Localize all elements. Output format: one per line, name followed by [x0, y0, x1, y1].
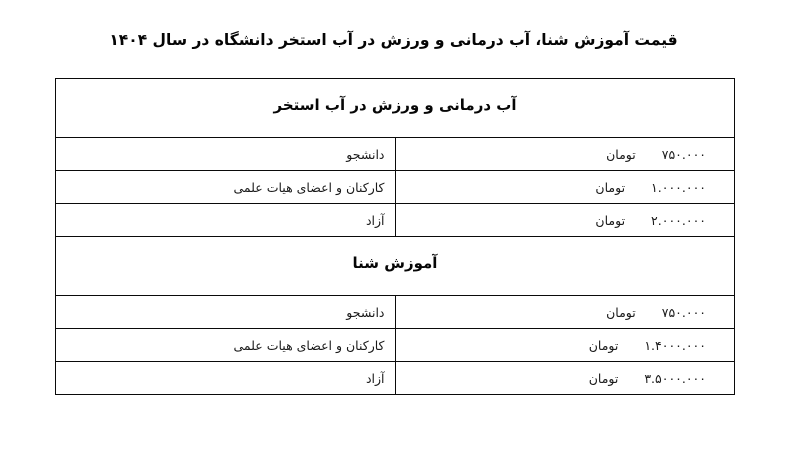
price-inner: ۷۵۰.۰۰۰ تومان	[396, 305, 735, 320]
row-label: دانشجو	[55, 295, 396, 329]
price-amount: ۲.۰۰۰.۰۰۰	[651, 212, 706, 228]
price-amount: ۷۵۰.۰۰۰	[661, 146, 706, 162]
price-cell: ۳.۵۰۰۰.۰۰۰ تومان	[394, 361, 735, 395]
row-label: دانشجو	[55, 137, 396, 171]
price-inner: ۲.۰۰۰.۰۰۰ تومان	[396, 213, 735, 228]
price-currency: تومان	[606, 304, 636, 320]
price-currency: تومان	[595, 212, 626, 228]
price-inner: ۳.۵۰۰۰.۰۰۰ تومان	[396, 371, 735, 386]
price-amount: ۷۵۰.۰۰۰	[661, 304, 706, 320]
row-label: آزاد	[55, 203, 396, 237]
table-row: ۳.۵۰۰۰.۰۰۰ تومان آزاد	[55, 361, 735, 395]
row-label: آزاد	[55, 361, 396, 395]
table-row: ۷۵۰.۰۰۰ تومان دانشجو	[55, 137, 735, 171]
price-cell: ۲.۰۰۰.۰۰۰ تومان	[394, 203, 735, 237]
price-cell: ۷۵۰.۰۰۰ تومان	[394, 137, 735, 171]
price-inner: ۱.۴۰۰۰.۰۰۰ تومان	[396, 338, 735, 353]
price-currency: تومان	[588, 370, 619, 386]
price-currency: تومان	[595, 179, 626, 195]
price-inner: ۷۵۰.۰۰۰ تومان	[396, 147, 735, 162]
price-amount: ۳.۵۰۰۰.۰۰۰	[644, 370, 706, 386]
price-cell: ۱.۰۰۰.۰۰۰ تومان	[394, 170, 735, 204]
table-row: ۱.۴۰۰۰.۰۰۰ تومان کارکنان و اعضای هیات عل…	[55, 328, 735, 362]
table-section-header-row: آموزش شنا	[55, 236, 735, 296]
pricing-table-body: آب درمانی و ورزش در آب استخر ۷۵۰.۰۰۰ توم…	[55, 78, 735, 395]
price-currency: تومان	[606, 146, 636, 162]
price-inner: ۱.۰۰۰.۰۰۰ تومان	[396, 180, 735, 195]
pricing-table: آب درمانی و ورزش در آب استخر ۷۵۰.۰۰۰ توم…	[55, 78, 735, 395]
table-section-header-row: آب درمانی و ورزش در آب استخر	[55, 78, 735, 138]
section-header-cell-2: آموزش شنا	[55, 236, 735, 296]
price-cell: ۷۵۰.۰۰۰ تومان	[394, 295, 735, 329]
price-currency: تومان	[588, 337, 619, 353]
row-label: کارکنان و اعضای هیات علمی	[55, 328, 396, 362]
price-cell: ۱.۴۰۰۰.۰۰۰ تومان	[394, 328, 735, 362]
table-row: ۱.۰۰۰.۰۰۰ تومان کارکنان و اعضای هیات علم…	[55, 170, 735, 204]
section-header-cell-1: آب درمانی و ورزش در آب استخر	[55, 78, 735, 138]
table-row: ۲.۰۰۰.۰۰۰ تومان آزاد	[55, 203, 735, 237]
price-amount: ۱.۴۰۰۰.۰۰۰	[644, 337, 706, 353]
page-title: قیمت آموزش شنا، آب درمانی و ورزش در آب ا…	[109, 31, 678, 49]
table-row: ۷۵۰.۰۰۰ تومان دانشجو	[55, 295, 735, 329]
price-amount: ۱.۰۰۰.۰۰۰	[651, 179, 706, 195]
row-label: کارکنان و اعضای هیات علمی	[55, 170, 396, 204]
